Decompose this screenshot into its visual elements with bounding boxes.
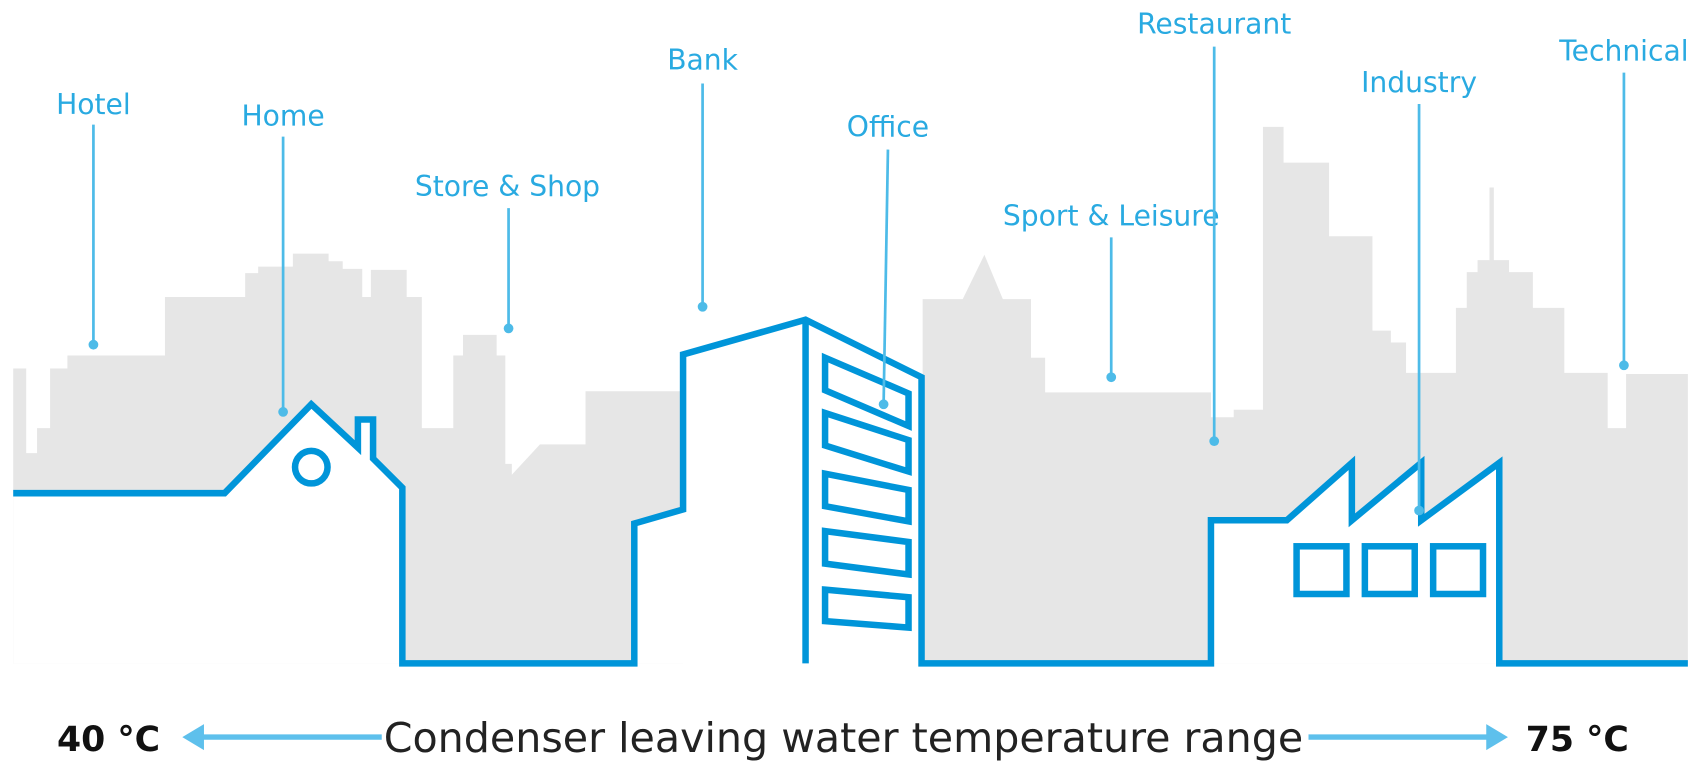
label: Sport & Leisure <box>1003 199 1220 232</box>
label: Store & Shop <box>415 170 600 203</box>
label: Technical <box>1558 35 1688 68</box>
min-temperature: 40 °C <box>57 720 160 760</box>
label: Industry <box>1361 66 1477 99</box>
label: Hotel <box>56 88 131 121</box>
scale-caption: Condenser leaving water temperature rang… <box>384 714 1303 762</box>
diagram: Hotel Home Store & Shop Bank Office Spor… <box>0 0 1700 762</box>
label: Home <box>242 100 325 133</box>
label: Bank <box>667 43 738 76</box>
max-temperature: 75 °C <box>1526 720 1629 760</box>
label: Office <box>847 111 929 144</box>
temperature-scale: 40 °C Condenser leaving water temperatur… <box>57 714 1629 762</box>
label: Restaurant <box>1137 8 1291 41</box>
